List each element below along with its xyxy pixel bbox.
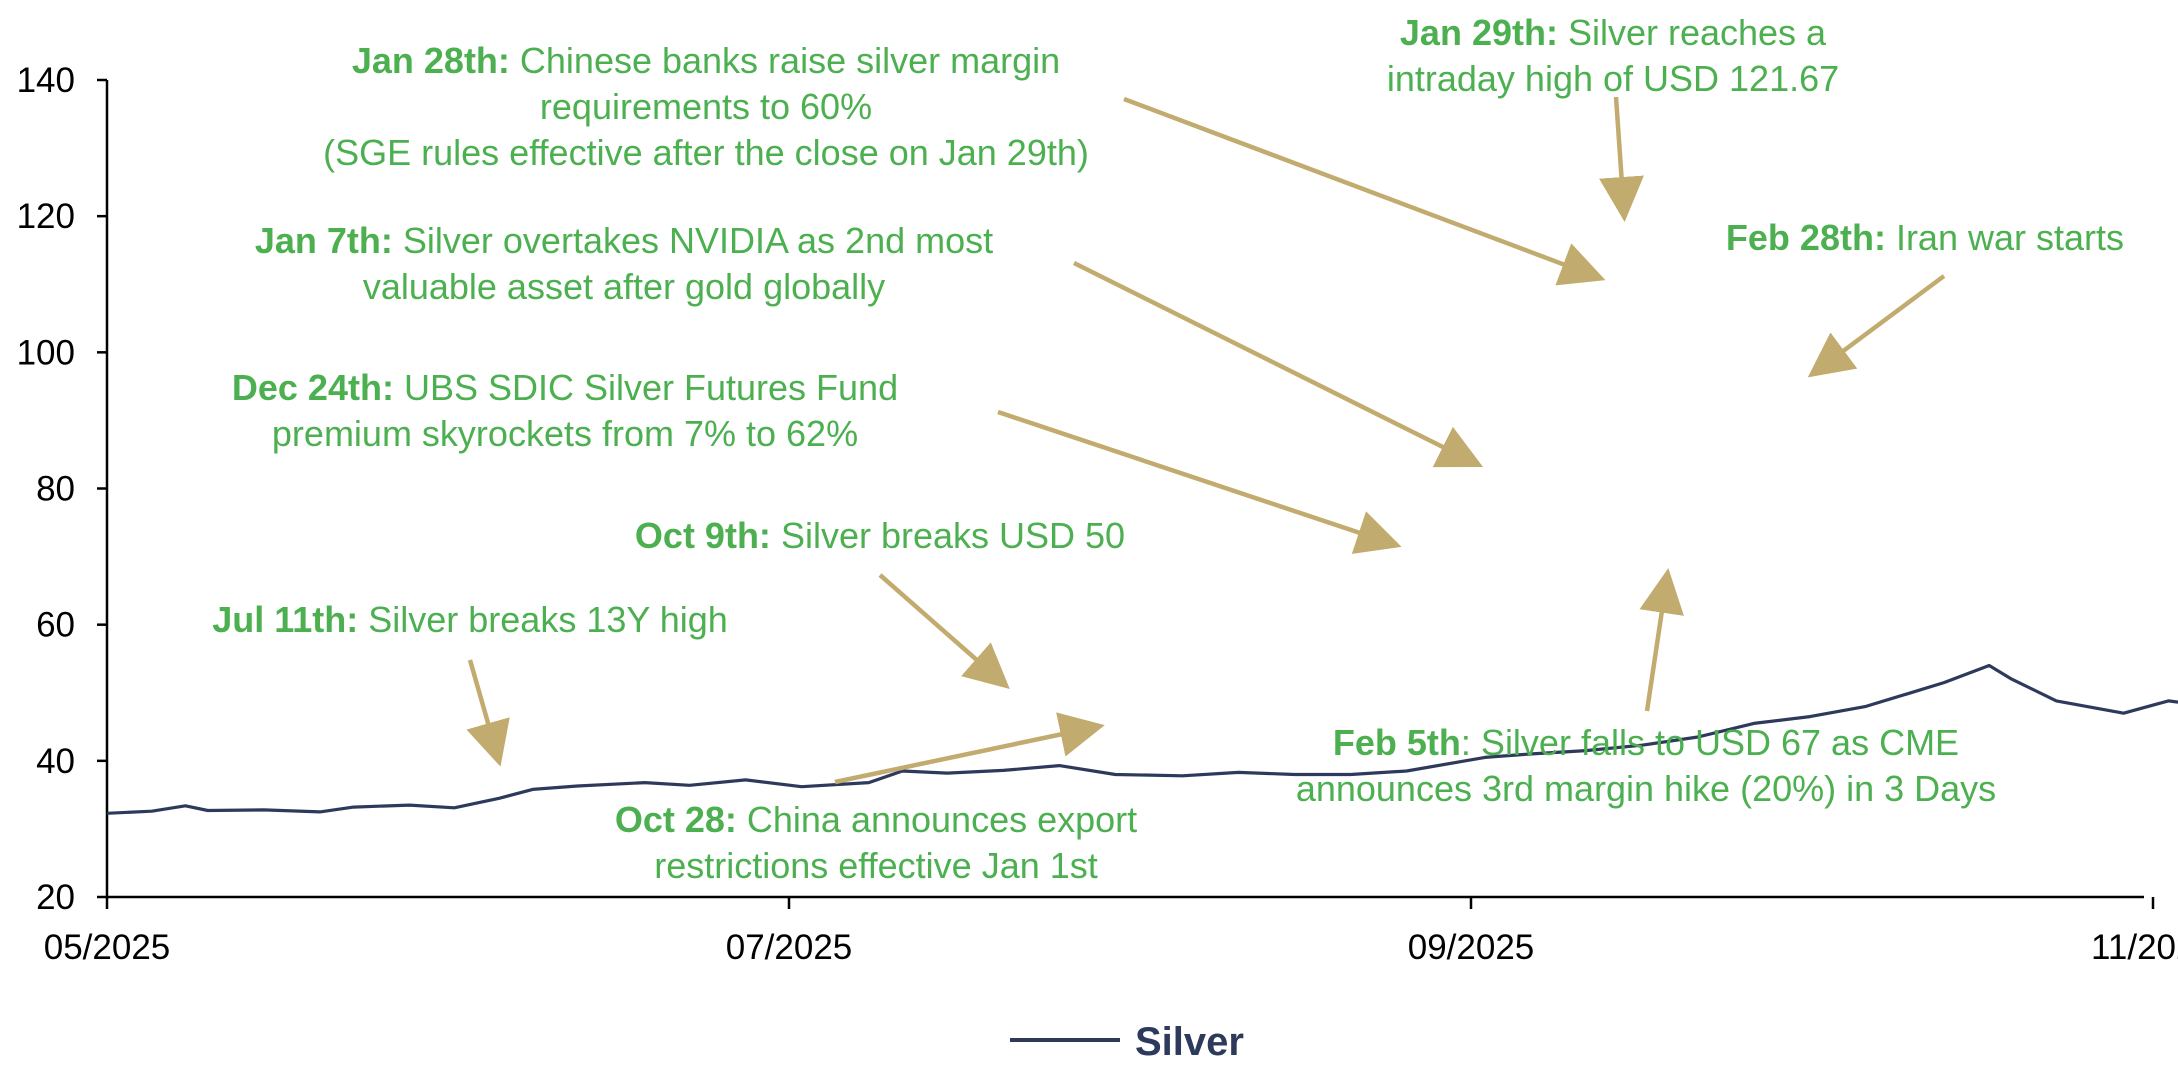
y-tick-label: 80 [36, 470, 75, 509]
annotation-text: Oct 28: China announces export restrictio… [615, 799, 1137, 886]
annotation-arrow [1639, 568, 1684, 712]
annotation-line: (SGE rules effective after the close on … [323, 132, 1089, 173]
annotation-layer: Jul 11th: Silver breaks 13Y high Oct 9th:… [212, 12, 2124, 886]
annotation-line: intraday high of USD 121.67 [1387, 58, 1839, 99]
annotation-text: Jan 7th: Silver overtakes NVIDIA as 2nd … [255, 220, 993, 307]
annotation-line: requirements to 60% [540, 86, 872, 127]
annotation-text: Dec 24th: UBS SDIC Silver Futures Fund pr… [232, 367, 898, 454]
y-tick-label: 60 [36, 606, 75, 645]
annotation-date: Jan 7th: [255, 220, 393, 261]
annotation-line: Silver reaches a [1558, 12, 1827, 53]
annotation-line: premium skyrockets from 7% to 62% [272, 413, 858, 454]
y-tick-label: 20 [36, 878, 75, 917]
annotation-line: : Silver falls to USD 67 as CME [1461, 722, 1959, 763]
annotation-line: Silver breaks 13Y high [358, 599, 728, 640]
annotation-date: Jul 11th: [212, 599, 358, 640]
y-tick-label: 120 [17, 197, 75, 236]
annotation-date: Feb 5th [1333, 722, 1461, 763]
legend: Silver [1010, 1020, 1244, 1064]
annotation-line: UBS SDIC Silver Futures Fund [394, 367, 898, 408]
annotation-line: Silver breaks USD 50 [771, 515, 1125, 556]
series-layer [106, 663, 2178, 815]
annotation-date: Oct 9th: [635, 515, 771, 556]
annotation-text: Jan 29th: Silver reaches a intraday high … [1387, 12, 1839, 99]
annotation-date: Feb 28th: [1726, 217, 1886, 258]
series-line-silver [106, 663, 2178, 815]
annotation-line: Chinese banks raise silver margin [510, 40, 1060, 81]
y-axis: 20 40 60 80 100 120 140 [17, 61, 109, 917]
annotation-date: Jan 29th: [1400, 12, 1558, 53]
x-tick-label: 11/2025 [2091, 928, 2178, 967]
y-tick-label: 40 [36, 742, 75, 781]
legend-label-silver: Silver [1135, 1020, 1244, 1064]
annotation-line: Silver overtakes NVIDIA as 2nd most [393, 220, 993, 261]
x-tick-label: 07/2025 [726, 928, 853, 967]
annotation-arrow [1599, 96, 1644, 222]
x-tick-label: 05/2025 [44, 928, 171, 967]
annotation-date: Jan 28th: [352, 40, 510, 81]
annotation-text: Jul 11th: Silver breaks 13Y high [212, 599, 728, 640]
annotation-line: announces 3rd margin hike (20%) in 3 Day… [1296, 768, 1996, 809]
annotation-line: China announces export [737, 799, 1137, 840]
annotation-arrow [1123, 96, 1606, 286]
y-tick-label: 140 [17, 61, 75, 100]
x-axis: 05/202507/202509/202511/202501/202603/20… [44, 895, 2178, 967]
annotation-arrow [1807, 274, 1946, 378]
annotation-line: restrictions effective Jan 1st [654, 845, 1098, 886]
annotation-arrow [834, 712, 1105, 785]
annotation-text: Oct 9th: Silver breaks USD 50 [635, 515, 1125, 556]
annotation-text: Feb 28th: Iran war starts [1726, 217, 2124, 258]
annotation-line: Iran war starts [1886, 217, 2124, 258]
annotation-date: Oct 28: [615, 799, 737, 840]
annotation-arrow [878, 573, 1010, 689]
annotation-arrow [466, 659, 510, 767]
x-tick-label: 09/2025 [1408, 928, 1535, 967]
annotation-arrow [1072, 260, 1484, 468]
y-tick-label: 100 [17, 333, 75, 372]
annotation-text: Jan 28th: Chinese banks raise silver mar… [323, 40, 1089, 173]
annotation-date: Dec 24th: [232, 367, 394, 408]
annotation-arrow [997, 409, 1402, 554]
annotation-text: Feb 5th: Silver falls to USD 67 as CME an… [1296, 722, 1996, 809]
annotation-line: valuable asset after gold globally [363, 266, 885, 307]
